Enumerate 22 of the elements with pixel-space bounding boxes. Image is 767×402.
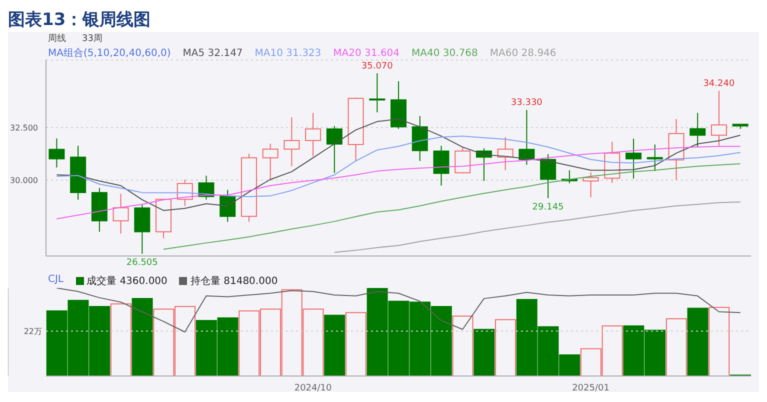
legend-title: CJL bbox=[48, 274, 64, 287]
x-tick-label: 2025/01 bbox=[572, 383, 610, 394]
annotation: 26.505 bbox=[126, 258, 158, 268]
annotation: 29.145 bbox=[532, 202, 564, 213]
legend-label: 持仓量 81480.000 bbox=[189, 274, 278, 288]
legend-title: MA组合(5,10,20,40,60,0) bbox=[48, 47, 171, 60]
y-tick-label: 30.000 bbox=[10, 176, 38, 185]
text: MA60 28.946 bbox=[490, 46, 556, 60]
text: 33周 bbox=[82, 33, 102, 44]
ref-line-label: 22万 bbox=[24, 326, 42, 336]
annotation: 35.070 bbox=[361, 61, 394, 72]
annotation: 33.330 bbox=[510, 98, 543, 108]
text: MA40 30.768 bbox=[412, 46, 478, 60]
chart-title: 图表13：银周线图 bbox=[8, 9, 152, 32]
text: MA5 32.147 bbox=[182, 46, 243, 60]
text: MA10 31.323 bbox=[254, 46, 322, 60]
x-tick-label: 2024/10 bbox=[294, 383, 332, 394]
annotation: 34.240 bbox=[703, 78, 735, 89]
y-tick-label: 32.500 bbox=[10, 123, 38, 132]
text: MA20 31.604 bbox=[333, 46, 400, 60]
text: 周线 bbox=[48, 32, 66, 44]
legend-label: 成交量 4360.000 bbox=[86, 274, 168, 288]
